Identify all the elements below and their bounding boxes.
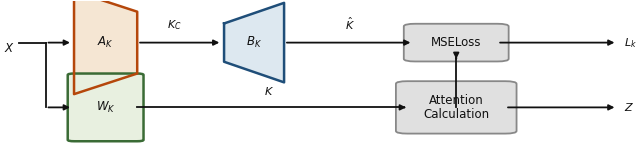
- Text: Attention: Attention: [429, 94, 484, 106]
- Text: $K_C$: $K_C$: [167, 18, 182, 32]
- Text: $W_K$: $W_K$: [96, 100, 115, 115]
- FancyBboxPatch shape: [68, 74, 143, 141]
- Text: $\hat{K}$: $\hat{K}$: [344, 16, 355, 32]
- Text: MSELoss: MSELoss: [431, 36, 481, 49]
- Text: $A_K$: $A_K$: [97, 35, 114, 50]
- Text: $X$: $X$: [4, 42, 15, 55]
- FancyBboxPatch shape: [404, 24, 509, 62]
- Text: $L_k$: $L_k$: [623, 36, 637, 50]
- Text: $K$: $K$: [264, 85, 274, 97]
- Polygon shape: [74, 0, 137, 94]
- Text: $Z$: $Z$: [623, 101, 634, 113]
- Polygon shape: [224, 3, 284, 82]
- Text: Calculation: Calculation: [423, 108, 490, 121]
- FancyBboxPatch shape: [396, 81, 516, 134]
- Text: $B_K$: $B_K$: [246, 35, 262, 50]
